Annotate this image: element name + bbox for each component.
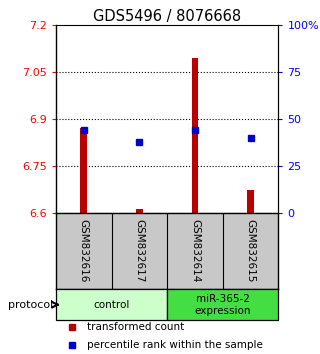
Title: GDS5496 / 8076668: GDS5496 / 8076668: [93, 8, 241, 24]
Text: control: control: [93, 300, 130, 310]
Bar: [247, 190, 254, 213]
Bar: [192, 58, 198, 213]
Text: miR-365-2
expression: miR-365-2 expression: [195, 294, 251, 315]
Text: protocol: protocol: [8, 300, 53, 310]
Text: percentile rank within the sample: percentile rank within the sample: [87, 340, 263, 350]
Bar: [136, 210, 143, 213]
Text: GSM832616: GSM832616: [79, 219, 89, 282]
Text: GSM832614: GSM832614: [190, 219, 200, 282]
Text: transformed count: transformed count: [87, 322, 184, 332]
Text: GSM832615: GSM832615: [246, 219, 256, 282]
Text: GSM832617: GSM832617: [134, 219, 144, 282]
FancyBboxPatch shape: [167, 289, 278, 320]
FancyBboxPatch shape: [56, 289, 167, 320]
Bar: [80, 128, 87, 213]
